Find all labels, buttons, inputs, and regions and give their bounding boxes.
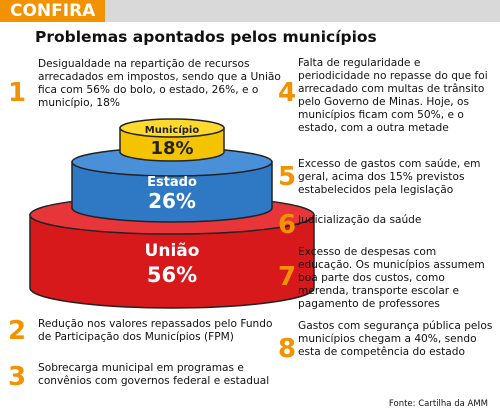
header-band [0, 0, 500, 22]
item-number: 4 [278, 78, 297, 108]
item-text: Falta de regularidade e periodicidade no… [298, 57, 488, 134]
tier-label: Estado [147, 175, 197, 190]
item-number: 2 [8, 316, 27, 346]
item-number: 5 [278, 162, 297, 192]
tier-value: 26% [148, 189, 196, 213]
tier-value: 18% [150, 138, 193, 159]
item-text: Excesso de gastos com saúde, em geral, a… [298, 158, 481, 196]
item-number: 1 [8, 78, 27, 108]
title: Problemas apontados pelos municípios [35, 28, 377, 46]
item-number: 3 [8, 362, 27, 392]
source: Fonte: Cartilha da AMM [388, 399, 488, 409]
item-text: Judicialização da saúde [298, 214, 422, 226]
cylinders: União 56% Estado 26% Município 18% [29, 118, 315, 309]
item-number: 8 [278, 334, 297, 364]
item-text: Sobrecarga municipal em programas e conv… [38, 362, 270, 387]
item-text: Excesso de despesas com educação. Os mun… [298, 246, 485, 310]
item-text: Desigualdade na repartição de recursos a… [38, 58, 281, 109]
item-text: Gastos com segurança pública pelos munic… [298, 320, 493, 358]
tier-municipio: Município 18% [119, 118, 225, 162]
item-number: 6 [278, 210, 297, 240]
item-number: 7 [278, 262, 297, 292]
item-text: Redução nos valores repassados pelo Fund… [38, 318, 273, 343]
tier-label: Município [145, 124, 200, 136]
header-tag: CONFIRA [0, 0, 106, 22]
tier-value: 56% [147, 263, 197, 287]
tier-label: União [145, 241, 200, 261]
